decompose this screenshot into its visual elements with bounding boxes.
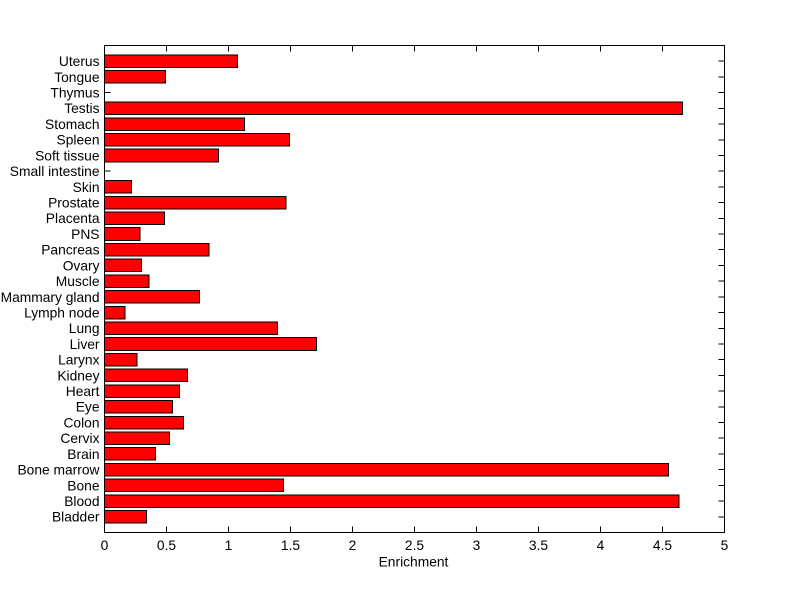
svg-text:Thymus: Thymus bbox=[50, 86, 99, 101]
svg-text:2: 2 bbox=[349, 538, 357, 553]
svg-text:0: 0 bbox=[101, 538, 109, 553]
svg-text:Larynx: Larynx bbox=[58, 353, 100, 368]
svg-text:1.5: 1.5 bbox=[281, 538, 301, 553]
svg-text:Muscle: Muscle bbox=[56, 274, 100, 289]
svg-text:Spleen: Spleen bbox=[57, 133, 100, 148]
svg-text:Skin: Skin bbox=[73, 180, 100, 195]
svg-text:Lung: Lung bbox=[69, 321, 100, 336]
svg-text:Enrichment: Enrichment bbox=[379, 555, 449, 570]
svg-text:Bone: Bone bbox=[67, 478, 100, 493]
svg-text:Soft tissue: Soft tissue bbox=[35, 148, 100, 163]
svg-text:Mammary gland: Mammary gland bbox=[1, 290, 100, 305]
svg-text:3.5: 3.5 bbox=[529, 538, 549, 553]
svg-text:4.5: 4.5 bbox=[653, 538, 673, 553]
svg-text:4: 4 bbox=[597, 538, 605, 553]
svg-text:Testis: Testis bbox=[64, 101, 99, 116]
svg-text:Cervix: Cervix bbox=[60, 431, 99, 446]
svg-text:2.5: 2.5 bbox=[405, 538, 425, 553]
svg-text:Brain: Brain bbox=[67, 447, 99, 462]
svg-text:Blood: Blood bbox=[64, 494, 99, 509]
svg-text:5: 5 bbox=[721, 538, 729, 553]
svg-text:Bone marrow: Bone marrow bbox=[17, 463, 99, 478]
svg-text:Stomach: Stomach bbox=[45, 117, 99, 132]
svg-text:1: 1 bbox=[225, 538, 233, 553]
svg-text:Heart: Heart bbox=[66, 384, 100, 399]
svg-text:Kidney: Kidney bbox=[57, 368, 99, 383]
svg-text:Uterus: Uterus bbox=[59, 54, 100, 69]
svg-text:Pancreas: Pancreas bbox=[41, 243, 99, 258]
svg-text:PNS: PNS bbox=[71, 227, 99, 242]
svg-text:Lymph node: Lymph node bbox=[24, 305, 100, 320]
svg-text:Bladder: Bladder bbox=[52, 510, 100, 525]
svg-text:Tongue: Tongue bbox=[54, 70, 100, 85]
svg-text:Placenta: Placenta bbox=[46, 211, 100, 226]
svg-text:3: 3 bbox=[473, 538, 481, 553]
svg-text:Prostate: Prostate bbox=[48, 196, 100, 211]
svg-text:Liver: Liver bbox=[70, 337, 100, 352]
svg-text:Ovary: Ovary bbox=[63, 258, 100, 273]
svg-text:Colon: Colon bbox=[63, 415, 99, 430]
svg-text:Small intestine: Small intestine bbox=[10, 164, 100, 179]
svg-text:0.5: 0.5 bbox=[157, 538, 177, 553]
svg-text:Eye: Eye bbox=[76, 400, 100, 415]
